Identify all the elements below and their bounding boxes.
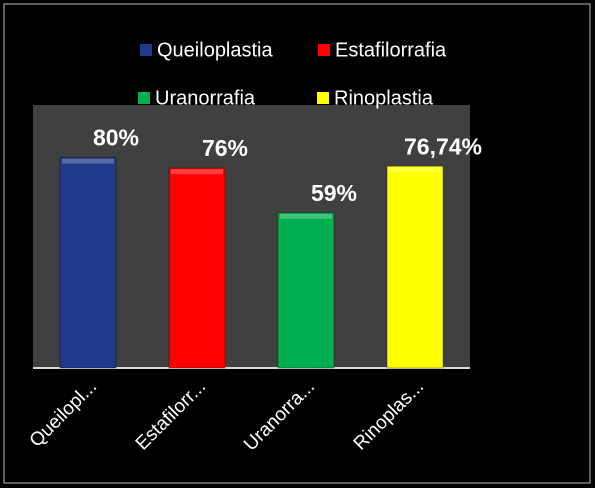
legend-swatch xyxy=(140,44,152,56)
bar xyxy=(59,157,117,369)
value-label: 59% xyxy=(311,180,357,206)
bar-shine xyxy=(280,213,332,219)
legend-label: Rinoplastia xyxy=(334,87,434,109)
value-label: 76,74% xyxy=(404,133,482,159)
legend-swatch xyxy=(317,92,329,104)
value-label: 76% xyxy=(202,135,248,161)
bar xyxy=(168,167,226,369)
legend-swatch xyxy=(138,92,150,104)
bar xyxy=(277,212,335,369)
legend-swatch xyxy=(318,44,330,56)
bar-shine xyxy=(171,169,223,175)
legend-label: Uranorrafia xyxy=(155,87,256,109)
bar-shine xyxy=(389,167,441,173)
bar xyxy=(386,165,444,369)
legend-label: Queiloplastia xyxy=(157,39,274,61)
bar-shine xyxy=(62,158,114,164)
value-label: 80% xyxy=(93,125,139,151)
legend-label: Estafilorrafia xyxy=(335,39,447,61)
